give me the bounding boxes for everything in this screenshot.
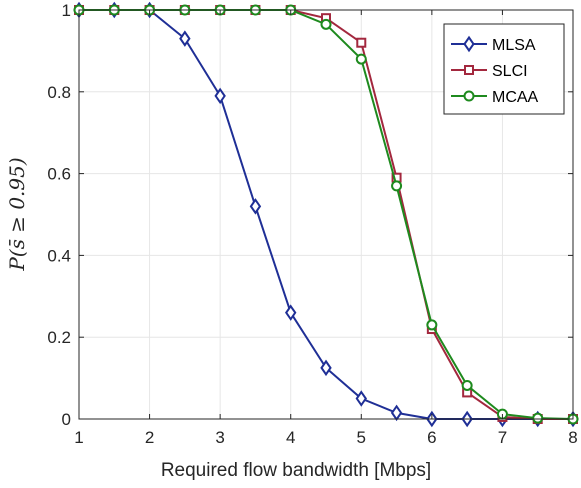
data-point-mcaa	[355, 53, 367, 65]
data-point-mlsa	[284, 304, 297, 321]
x-tick-label: 7	[498, 428, 507, 447]
data-point-slci	[356, 37, 367, 48]
data-point-mcaa	[320, 18, 332, 30]
y-tick-label: 0.4	[47, 246, 71, 265]
y-tick-label: 1	[62, 1, 71, 20]
y-tick-label: 0.6	[47, 165, 71, 184]
legend-item-mcaa: MCAA	[451, 89, 539, 106]
legend-marker-mlsa	[463, 35, 475, 53]
data-point-mcaa	[391, 180, 403, 192]
data-point-mlsa	[214, 87, 226, 105]
legend-label-slci: SLCI	[492, 63, 528, 80]
x-tick-label: 8	[568, 428, 577, 447]
y-tick-label: 0	[62, 410, 71, 429]
data-point-mlsa	[355, 390, 368, 407]
data-point-mlsa	[320, 359, 332, 377]
y-tick-label: 0.8	[47, 83, 71, 102]
legend-label-mcaa: MCAA	[492, 89, 539, 106]
x-tick-label: 5	[357, 428, 366, 447]
y-tick-label: 0.2	[47, 328, 71, 347]
ticks: 1 2 3 4 5 6 7 8 0 0.2 0.4 0.6 0.8 1	[47, 1, 577, 447]
data-point-mcaa	[461, 379, 473, 391]
data-point-mcaa	[426, 319, 438, 331]
legend-label-mlsa: MLSA	[492, 37, 536, 54]
x-tick-label: 3	[215, 428, 224, 447]
data-point-mlsa	[179, 30, 191, 47]
x-tick-label: 6	[427, 428, 436, 447]
legend-marker-slci	[464, 65, 474, 75]
x-axis-label: Required flow bandwidth [Mbps]	[161, 460, 431, 481]
plot-frame	[78, 9, 574, 420]
legend: MLSA SLCI MCAA	[443, 23, 565, 115]
x-tick-label: 2	[145, 428, 154, 447]
y-axis-label: P(s̄ ≥ 0.95)	[5, 157, 29, 271]
data-point-mlsa	[249, 198, 262, 215]
legend-marker-mcaa	[463, 90, 475, 102]
x-tick-label: 1	[74, 428, 83, 447]
x-tick-label: 4	[286, 428, 295, 447]
legend-item-mlsa: MLSA	[451, 35, 536, 54]
legend-item-slci: SLCI	[451, 63, 528, 80]
data-point-mcaa	[532, 412, 544, 424]
